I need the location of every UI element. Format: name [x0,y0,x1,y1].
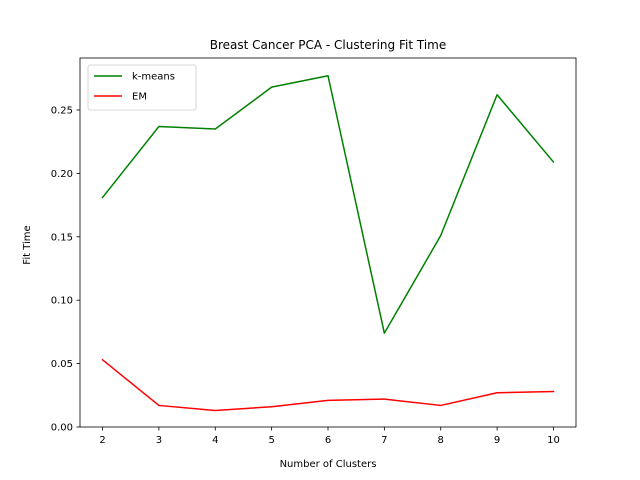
x-tick-label: 5 [268,435,274,446]
x-axis-label: Number of Clusters [280,459,377,470]
y-axis-label: Fit Time [22,225,33,264]
x-tick-label: 4 [212,435,218,446]
x-tick-label: 7 [381,435,387,446]
plot-area: 2 3 4 5 6 7 8 9 10 0.00 0.05 0.10 0.15 0.20 0.25 [51,57,577,446]
series-line-em [101,358,555,412]
y-tick-label: 0.20 [51,169,73,180]
x-tick-label: 2 [99,435,105,446]
y-tick-label: 0.00 [51,423,73,434]
x-tick-label: 8 [438,435,444,446]
series-line-k-means [101,75,555,334]
chart-title: Breast Cancer PCA - Clustering Fit Time [210,38,446,52]
x-tick-label: 9 [494,435,500,446]
legend: k-means EM [87,64,197,111]
legend-label: EM [132,92,147,103]
y-tick-label: 0.25 [51,105,73,116]
y-tick-label: 0.05 [51,359,73,370]
y-tick-label: 0.10 [51,296,73,307]
x-tick-label: 6 [325,435,331,446]
legend-label: k-means [132,72,175,83]
y-tick-label: 0.15 [51,232,73,243]
x-tick-label: 10 [547,435,560,446]
x-tick-label: 3 [156,435,162,446]
